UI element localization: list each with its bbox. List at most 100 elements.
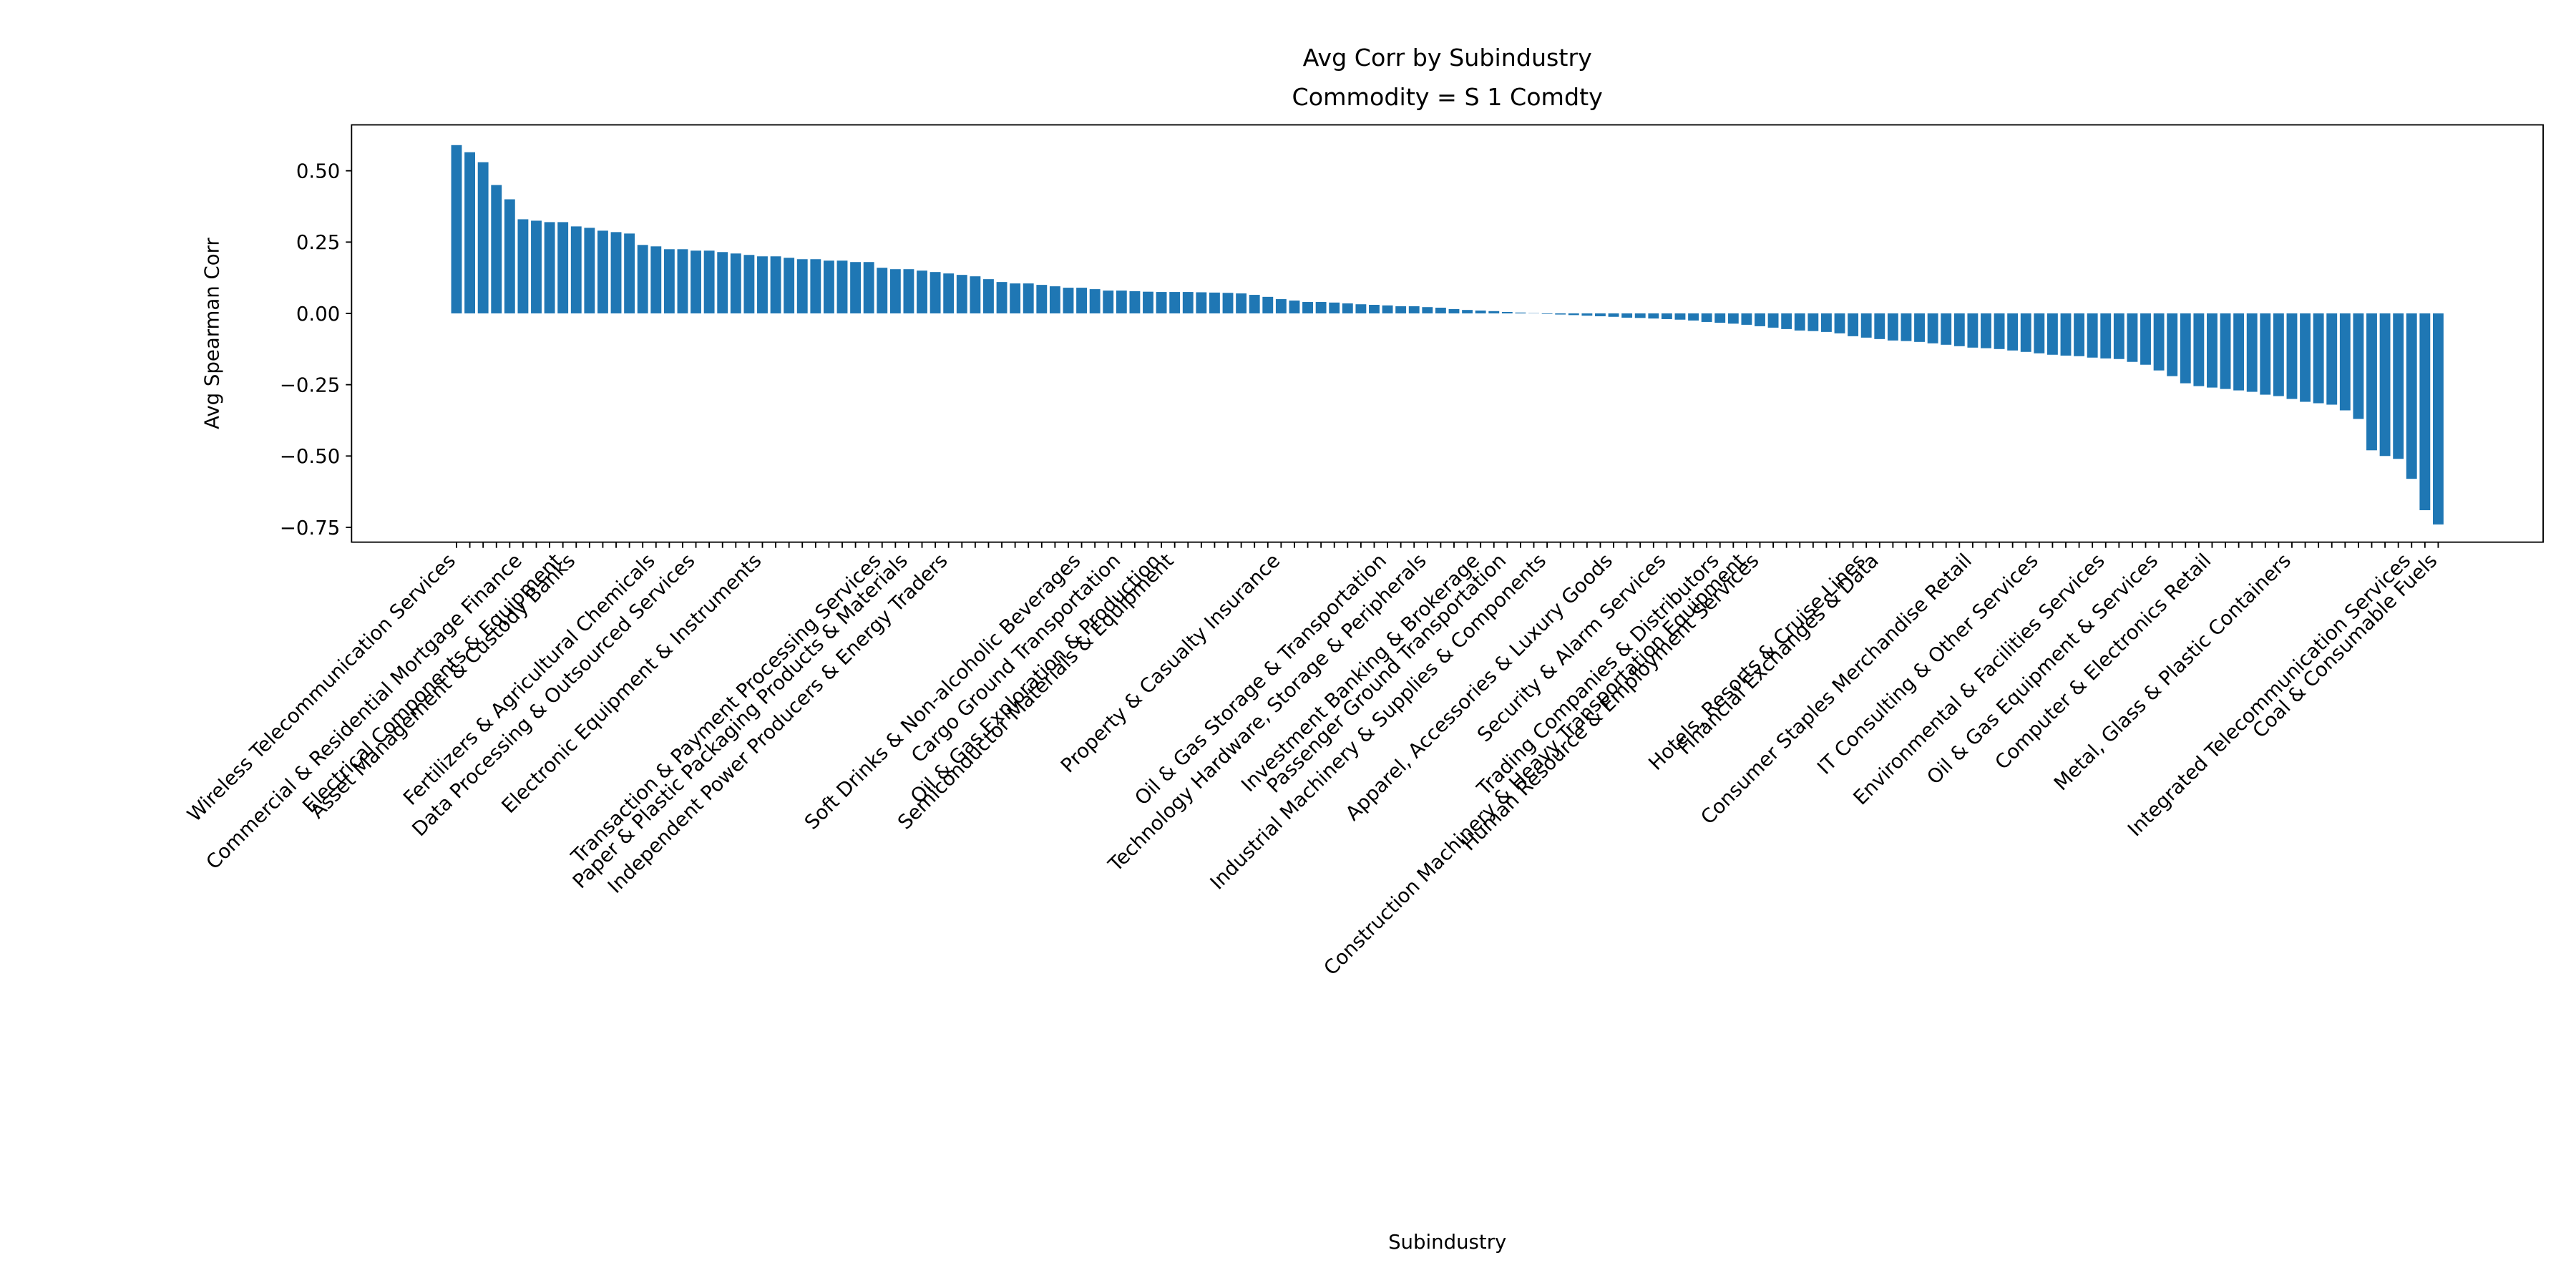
- bar: [2366, 313, 2377, 451]
- bar: [1435, 307, 1446, 313]
- bar: [983, 279, 994, 313]
- bar: [584, 228, 595, 313]
- bar: [956, 275, 967, 313]
- bar: [1767, 313, 1779, 328]
- bar: [784, 258, 795, 313]
- bar: [996, 282, 1008, 313]
- bar: [1714, 313, 1726, 323]
- bar: [1036, 285, 1048, 313]
- bar: [2326, 313, 2338, 405]
- bar: [491, 185, 502, 313]
- bar: [1568, 313, 1579, 316]
- bar: [1887, 313, 1898, 341]
- bar: [2153, 313, 2165, 371]
- x-axis-label: Subindustry: [1388, 1231, 1506, 1254]
- y-axis-label: Avg Spearman Corr: [200, 238, 223, 429]
- bar: [1901, 313, 1912, 341]
- bar: [557, 222, 569, 313]
- bar: [2406, 313, 2417, 479]
- bar: [889, 269, 901, 313]
- bar: [1555, 313, 1566, 315]
- plot-frame: [351, 124, 2545, 543]
- bar: [464, 152, 475, 313]
- chart-title: Avg Corr by Subindustry: [1303, 44, 1592, 72]
- bar: [1595, 313, 1606, 316]
- bar: [850, 262, 862, 313]
- bar: [2233, 313, 2245, 391]
- bar: [2339, 313, 2351, 411]
- bar: [1953, 313, 1965, 346]
- bar: [2286, 313, 2298, 399]
- bar: [2193, 313, 2205, 386]
- bar: [1302, 302, 1313, 313]
- bar: [836, 260, 848, 313]
- chart-subtitle: Commodity = S 1 Comdty: [1292, 83, 1603, 111]
- bar: [1182, 292, 1194, 313]
- bar: [451, 145, 462, 313]
- bar: [1462, 310, 1473, 313]
- bar: [903, 269, 914, 313]
- bar: [1448, 308, 1460, 313]
- bar: [504, 199, 515, 313]
- bar: [1621, 313, 1633, 318]
- bar: [1315, 302, 1327, 313]
- bar: [2046, 313, 2058, 355]
- bar: [1143, 291, 1153, 313]
- bar: [796, 259, 808, 313]
- bar: [1236, 293, 1247, 313]
- bar: [1408, 306, 1420, 313]
- bar: [1475, 310, 1486, 313]
- y-tick-label: 0.25: [296, 231, 340, 254]
- y-tick-label: 0.00: [296, 303, 340, 326]
- bar: [2180, 313, 2191, 384]
- bar: [2020, 313, 2031, 352]
- bar: [1741, 313, 1752, 325]
- bar: [1196, 292, 1207, 313]
- bar: [1755, 313, 1765, 326]
- bar: [1541, 313, 1553, 314]
- bar: [1688, 313, 1699, 321]
- bar: [877, 268, 888, 313]
- bar: [2300, 313, 2311, 402]
- bar: [1634, 313, 1646, 318]
- bar: [691, 250, 701, 313]
- bar: [770, 256, 781, 313]
- bar: [1848, 313, 1859, 336]
- bar: [1488, 311, 1500, 313]
- bar: [1103, 291, 1114, 313]
- bar: [1648, 313, 1659, 319]
- bar: [703, 250, 715, 313]
- bar: [943, 273, 955, 313]
- bar: [1049, 286, 1060, 313]
- bar: [1581, 313, 1593, 316]
- bar: [1781, 313, 1792, 329]
- bar: [1422, 307, 1433, 313]
- bar: [1820, 313, 1832, 332]
- bar: [1329, 302, 1340, 313]
- bar: [2207, 313, 2218, 388]
- y-tick-label: −0.50: [280, 445, 340, 468]
- bar: [1981, 313, 1991, 348]
- bar: [1967, 313, 1979, 348]
- bar: [930, 272, 941, 313]
- bar: [1382, 305, 1393, 313]
- bar: [1076, 288, 1087, 313]
- y-tick-label: −0.75: [280, 517, 340, 540]
- bar: [757, 256, 768, 313]
- bar: [717, 252, 728, 313]
- bar: [730, 253, 741, 313]
- bar: [1395, 306, 1407, 313]
- bar: [1927, 313, 1938, 343]
- bar: [677, 249, 688, 313]
- bar: [637, 245, 648, 313]
- bar: [2260, 313, 2271, 395]
- bar: [970, 276, 981, 313]
- bar: [1063, 288, 1074, 313]
- bar: [1834, 313, 1845, 333]
- bar: [810, 259, 821, 313]
- bar: [2060, 313, 2072, 356]
- bar: [2127, 313, 2138, 362]
- bar: [1249, 295, 1260, 313]
